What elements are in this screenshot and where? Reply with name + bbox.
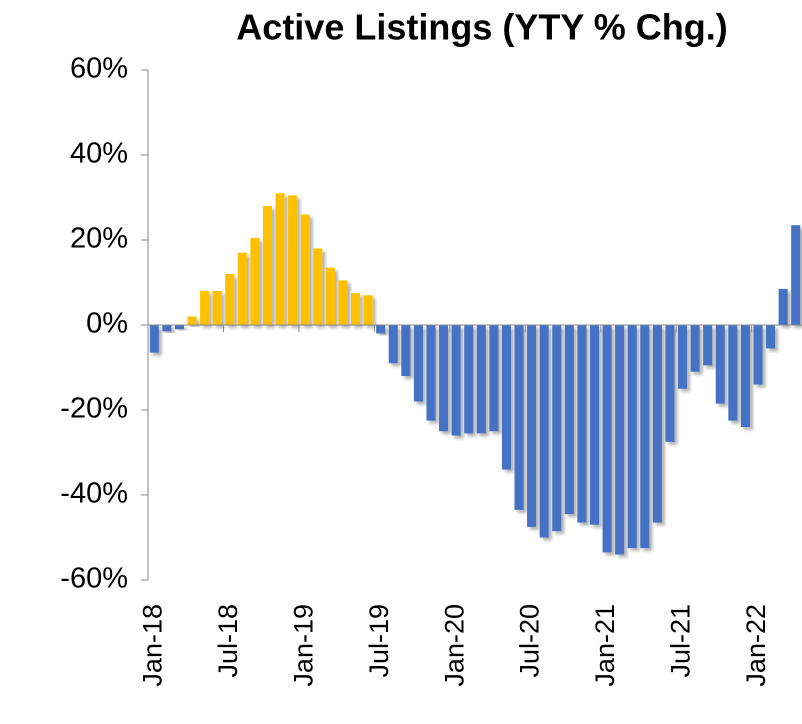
bar bbox=[539, 325, 549, 538]
bar bbox=[728, 325, 738, 421]
bar bbox=[589, 325, 600, 525]
bar bbox=[778, 288, 788, 325]
bar bbox=[262, 206, 273, 325]
bar bbox=[753, 325, 763, 385]
bar bbox=[363, 295, 373, 325]
x-tick-label: Jan-22 bbox=[741, 604, 771, 687]
x-tick-label: Jul-18 bbox=[213, 604, 243, 678]
bar bbox=[350, 293, 361, 325]
bar bbox=[288, 195, 298, 325]
bar bbox=[677, 325, 688, 389]
y-tick-label: 40% bbox=[70, 138, 128, 170]
bar bbox=[552, 325, 562, 532]
x-tick-label: Jul-21 bbox=[666, 604, 696, 678]
x-tick-label: Jul-20 bbox=[515, 604, 545, 678]
bar bbox=[665, 325, 675, 442]
bar bbox=[212, 291, 222, 325]
y-tick-label: 60% bbox=[70, 53, 128, 85]
bar bbox=[489, 325, 499, 432]
bar bbox=[187, 316, 197, 325]
bar bbox=[162, 325, 172, 332]
bar bbox=[275, 193, 285, 325]
y-tick-label: -20% bbox=[60, 393, 128, 425]
bar bbox=[149, 325, 159, 353]
chart-title: Active Listings (YTY % Chg.) bbox=[236, 7, 727, 48]
bar bbox=[564, 325, 574, 515]
bar bbox=[464, 325, 474, 434]
bar bbox=[501, 325, 511, 470]
bar bbox=[388, 325, 398, 364]
bar bbox=[439, 325, 449, 432]
x-tick-label: Jan-21 bbox=[590, 604, 620, 687]
x-tick-label: Jan-19 bbox=[288, 604, 318, 687]
y-tick-label: -60% bbox=[60, 563, 128, 595]
y-tick-label: 20% bbox=[70, 223, 128, 255]
bar bbox=[703, 325, 713, 366]
x-tick-label: Jan-20 bbox=[439, 604, 469, 687]
bar bbox=[640, 325, 650, 549]
bar bbox=[627, 325, 637, 549]
bar bbox=[401, 325, 411, 376]
bar bbox=[426, 325, 436, 421]
bar bbox=[766, 325, 776, 349]
bar bbox=[690, 325, 700, 372]
bar bbox=[476, 325, 486, 434]
bar bbox=[615, 325, 625, 555]
bar bbox=[514, 325, 524, 510]
bar bbox=[376, 325, 386, 334]
bar bbox=[237, 252, 247, 325]
bar bbox=[577, 325, 587, 523]
bar bbox=[451, 325, 461, 436]
bar bbox=[791, 225, 801, 325]
bar bbox=[325, 267, 335, 325]
bar bbox=[200, 291, 210, 325]
bar bbox=[413, 325, 423, 402]
bar bbox=[602, 325, 612, 553]
bar bbox=[652, 325, 662, 523]
bar bbox=[225, 274, 235, 325]
bar bbox=[338, 280, 348, 325]
bar bbox=[715, 325, 725, 404]
y-tick-label: 0% bbox=[86, 308, 128, 340]
bar bbox=[300, 214, 310, 325]
bar bbox=[174, 325, 184, 330]
x-tick-label: Jul-19 bbox=[364, 604, 394, 678]
bar bbox=[250, 237, 260, 325]
y-tick-label: -40% bbox=[60, 478, 128, 510]
bar bbox=[527, 325, 537, 527]
bar bbox=[740, 325, 750, 427]
x-tick-label: Jan-18 bbox=[137, 604, 167, 687]
bar bbox=[313, 248, 323, 325]
